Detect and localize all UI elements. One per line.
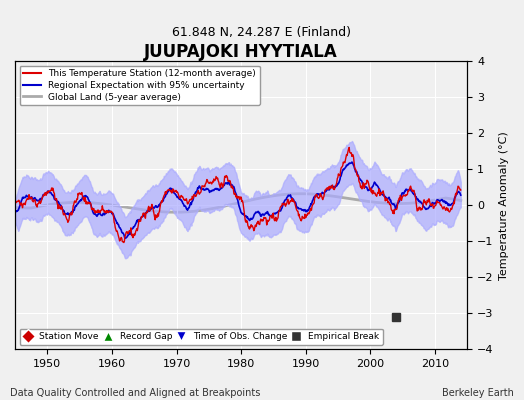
Text: Data Quality Controlled and Aligned at Breakpoints: Data Quality Controlled and Aligned at B…: [10, 388, 261, 398]
Title: JUUPAJOKI HYYTIALA: JUUPAJOKI HYYTIALA: [144, 43, 338, 61]
Text: Berkeley Earth: Berkeley Earth: [442, 388, 514, 398]
Y-axis label: Temperature Anomaly (°C): Temperature Anomaly (°C): [499, 131, 509, 280]
Text: 61.848 N, 24.287 E (Finland): 61.848 N, 24.287 E (Finland): [172, 26, 352, 39]
Legend: Station Move, Record Gap, Time of Obs. Change, Empirical Break: Station Move, Record Gap, Time of Obs. C…: [19, 328, 383, 345]
